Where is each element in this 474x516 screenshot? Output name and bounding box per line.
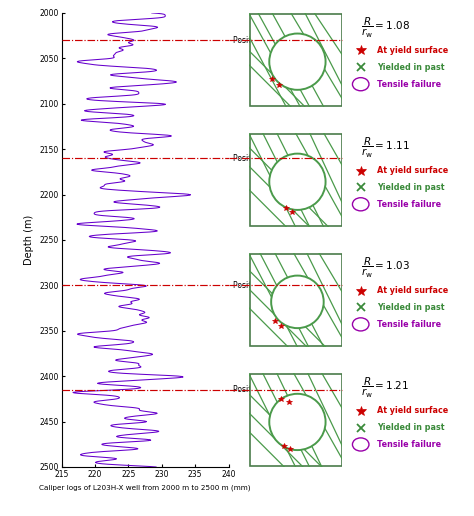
Text: Tensile failure: Tensile failure (377, 440, 441, 449)
Text: Position II: Position II (233, 154, 270, 163)
FancyBboxPatch shape (250, 14, 342, 106)
Text: Position III: Position III (233, 281, 272, 290)
Circle shape (269, 154, 326, 210)
Text: Yielded in past: Yielded in past (377, 303, 445, 312)
FancyBboxPatch shape (250, 374, 342, 466)
X-axis label: Caliper logs of L203H-X well from 2000 m to 2500 m (mm): Caliper logs of L203H-X well from 2000 m… (39, 485, 251, 491)
Circle shape (269, 34, 326, 90)
FancyBboxPatch shape (250, 134, 342, 226)
Text: $\dfrac{R}{r_{\rm w}}$$=$$1.08$: $\dfrac{R}{r_{\rm w}}$$=$$1.08$ (361, 15, 410, 40)
Text: Yielded in past: Yielded in past (377, 183, 445, 192)
Text: At yield surface: At yield surface (377, 406, 448, 415)
Y-axis label: Depth (m): Depth (m) (24, 215, 34, 265)
Text: Yielded in past: Yielded in past (377, 423, 445, 432)
Text: $\dfrac{R}{r_{\rm w}}$$=$$1.11$: $\dfrac{R}{r_{\rm w}}$$=$$1.11$ (361, 136, 410, 160)
FancyBboxPatch shape (250, 254, 342, 346)
Circle shape (271, 276, 324, 328)
Text: Position IV: Position IV (233, 385, 273, 394)
Text: Tensile failure: Tensile failure (377, 320, 441, 329)
Text: At yield surface: At yield surface (377, 286, 448, 295)
Text: $\dfrac{R}{r_{\rm w}}$$=$$1.03$: $\dfrac{R}{r_{\rm w}}$$=$$1.03$ (361, 256, 410, 280)
Text: At yield surface: At yield surface (377, 46, 448, 55)
Text: Position I: Position I (233, 36, 267, 45)
Text: Tensile failure: Tensile failure (377, 200, 441, 209)
Text: At yield surface: At yield surface (377, 166, 448, 175)
Text: $\dfrac{R}{r_{\rm w}}$$=$$1.21$: $\dfrac{R}{r_{\rm w}}$$=$$1.21$ (361, 376, 409, 400)
Text: Yielded in past: Yielded in past (377, 63, 445, 72)
Circle shape (269, 394, 326, 450)
Text: Tensile failure: Tensile failure (377, 79, 441, 89)
